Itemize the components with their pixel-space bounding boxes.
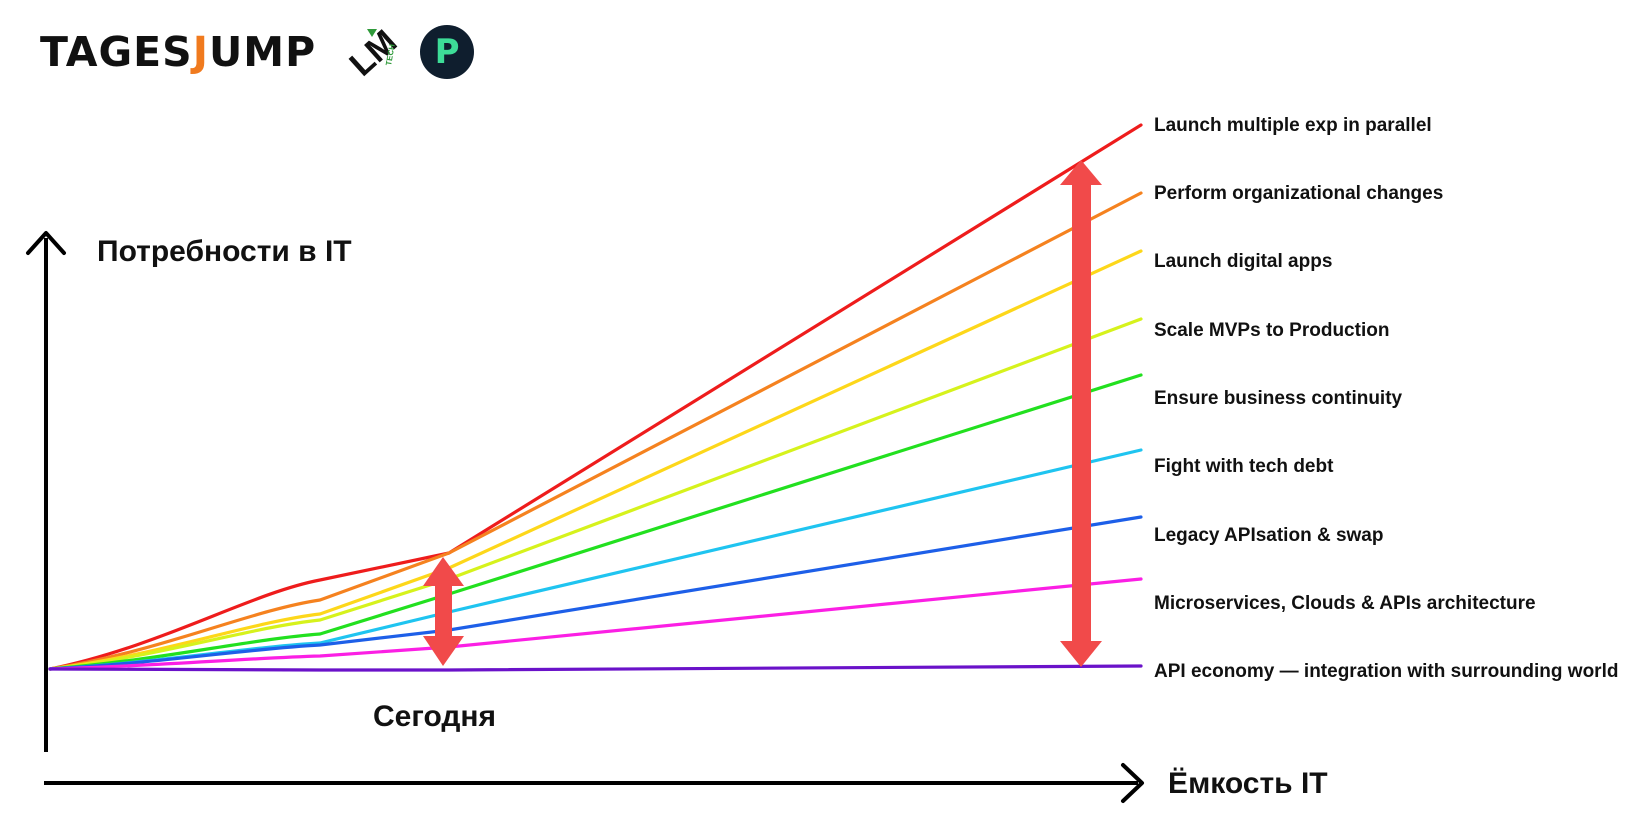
today-gap-arrow-head-up [423,557,464,586]
series-label-ensure-business-continuity: Ensure business continuity [1154,388,1403,409]
today-gap-arrow-head-down [423,636,464,666]
y-axis-arrowhead [26,231,66,255]
series-line-api-economy-integration-with-surrounding-world [48,664,1143,672]
axes [26,231,1144,803]
series-line-launch-multiple-exp-in-parallel [48,123,1143,671]
series-label-microservices-clouds-apis-architecture: Microservices, Clouds & APIs architectur… [1154,593,1536,614]
future-gap-arrow-head-down [1060,641,1102,667]
logo-row: TAGESJUMP LM TECH P [40,22,475,82]
future-gap-arrow-shaft [1072,180,1091,650]
series-label-launch-digital-apps: Launch digital apps [1154,251,1332,272]
p-logo-letter: P [434,32,460,72]
series-label-legacy-apisation-swap: Legacy APIsation & swap [1154,525,1383,546]
series-label-launch-multiple-exp-in-parallel: Launch multiple exp in parallel [1154,115,1432,136]
series-label-scale-mvps-to-production: Scale MVPs to Production [1154,320,1389,341]
p-logo: P [420,25,475,79]
gap-arrows [423,160,1102,667]
series-labels: Launch multiple exp in parallel Perform o… [1154,115,1618,682]
future-gap-arrow-head-up [1060,160,1102,185]
series-line-perform-organizational-changes [48,191,1143,671]
lm-logo-triangle [367,29,378,37]
series-lines [48,123,1143,672]
brand-text: TAGES [40,27,193,76]
series-label-perform-organizational-changes: Perform organizational changes [1154,183,1443,204]
series-line-scale-mvps-to-production [48,317,1143,671]
series-line-ensure-business-continuity [48,373,1143,671]
series-label-fight-with-tech-debt: Fight with tech debt [1154,456,1334,477]
today-gap-arrow [423,557,464,666]
brand-tail: UMP [208,27,317,76]
series-line-legacy-apisation-swap [48,515,1143,671]
x-axis-arrowhead [1121,763,1144,803]
today-gap-arrow-shaft [435,584,452,640]
series-label-api-economy-integration-with-surrounding-world: API economy — integration with surroundi… [1154,661,1618,682]
y-axis-label: Потребности в IT [97,235,352,268]
brand-accent-letter: J [192,27,209,76]
tagesjump-logo: TAGESJUMP [40,31,316,73]
future-gap-arrow [1060,160,1102,667]
lm-tech-logo: LM TECH [343,24,399,80]
x-axis-label: Ёмкость IT [1168,767,1328,800]
series-line-microservices-clouds-apis-architecture [48,577,1143,671]
lm-logo-tech-text: TECH [384,43,397,66]
today-label: Сегодня [373,700,496,733]
